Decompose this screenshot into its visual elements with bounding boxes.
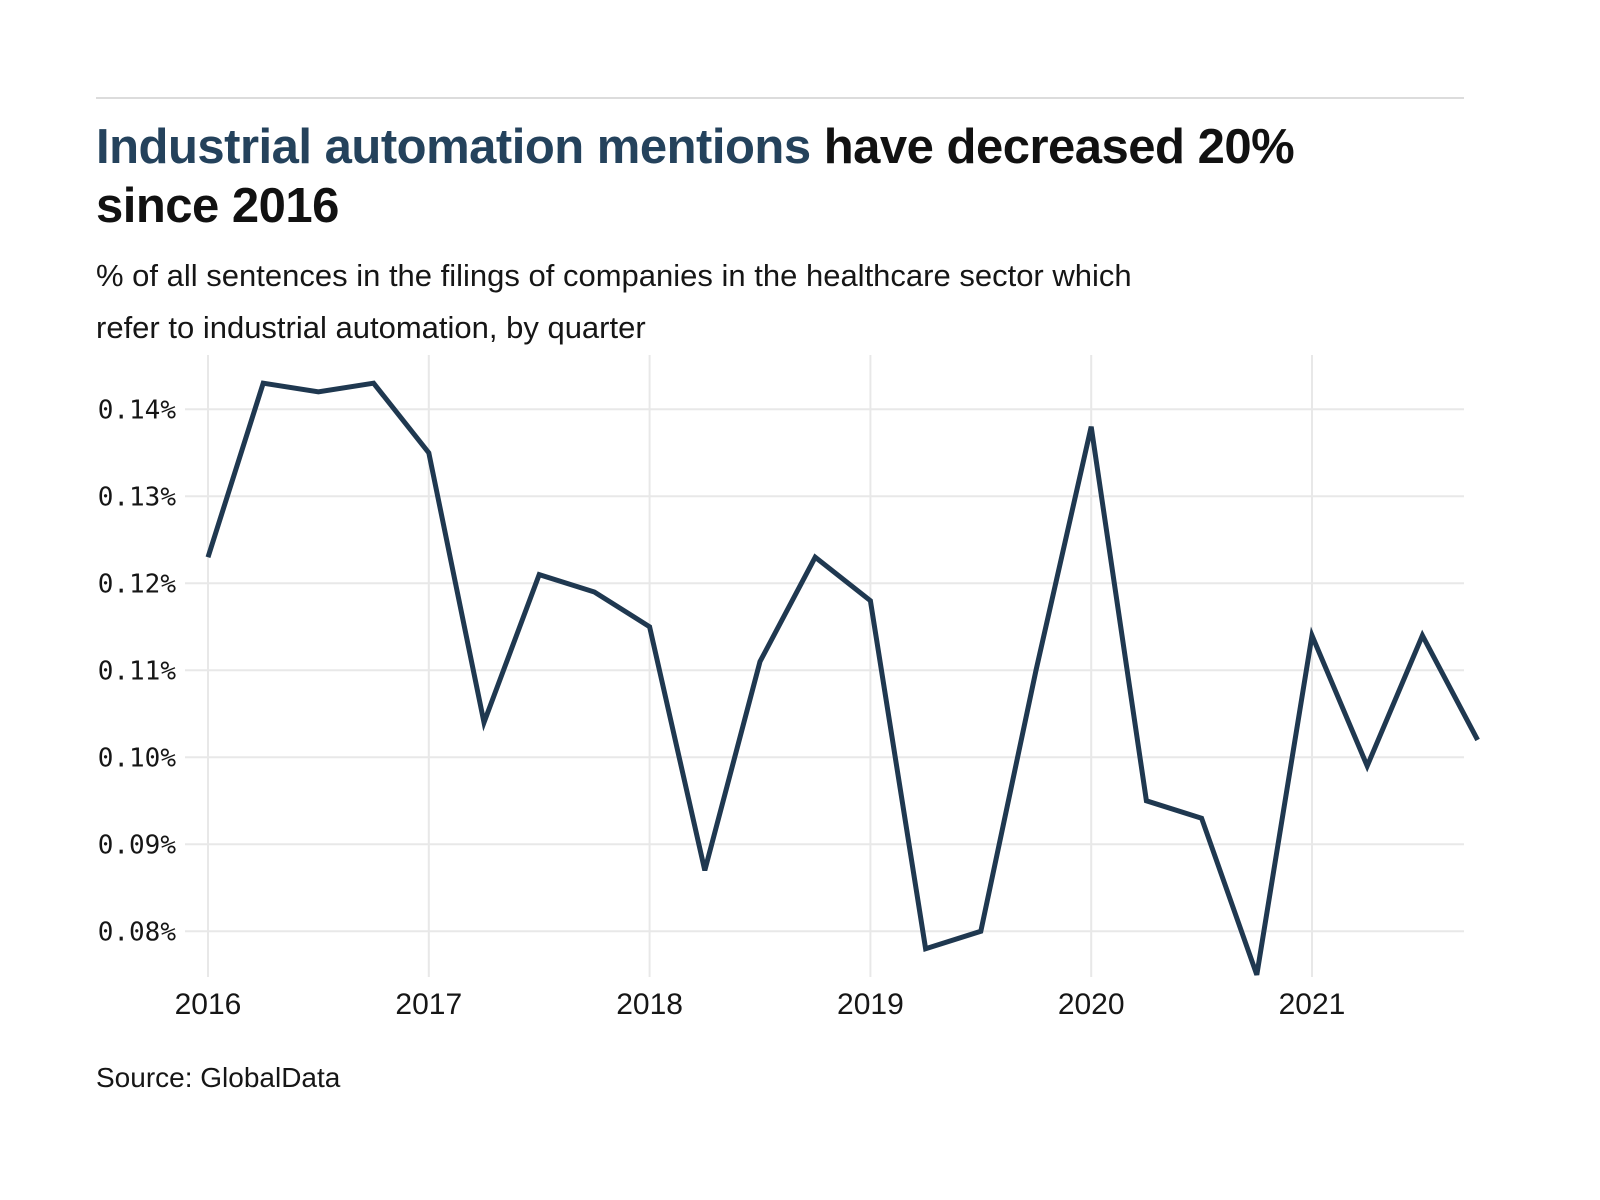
x-axis-tick-label: 2018 [616,988,683,1021]
y-axis-tick-label: 0.13% [98,482,177,512]
x-axis-tick-label: 2020 [1058,988,1125,1021]
x-axis-tick-label: 2019 [837,988,904,1021]
title-rest: have decreased 20% [823,120,1295,174]
y-axis-tick-label: 0.10% [98,743,177,773]
subtitle-line1: % of all sentences in the filings of com… [96,258,1132,293]
y-axis-tick-label: 0.09% [98,830,177,860]
x-axis-tick-label: 2016 [175,988,242,1021]
title-highlight: Industrial automation mentions [96,120,824,174]
y-axis-tick-label: 0.14% [98,395,177,425]
page-subtitle: % of all sentences in the filings of com… [96,250,1496,354]
y-axis-tick-label: 0.08% [98,917,177,947]
x-axis-tick-label: 2021 [1279,988,1346,1021]
y-axis-tick-label: 0.12% [98,569,177,599]
title-line2: since 2016 [96,179,339,233]
top-divider-rule [96,97,1464,99]
data-series-line [205,380,1480,976]
source-note: Source: GlobalData [96,1062,341,1093]
page-title: Industrial automation mentions have decr… [96,118,1436,236]
y-axis-tick-label: 0.11% [98,656,177,686]
subtitle-line2: refer to industrial automation, by quart… [96,310,646,345]
x-axis-tick-label: 2017 [395,988,462,1021]
